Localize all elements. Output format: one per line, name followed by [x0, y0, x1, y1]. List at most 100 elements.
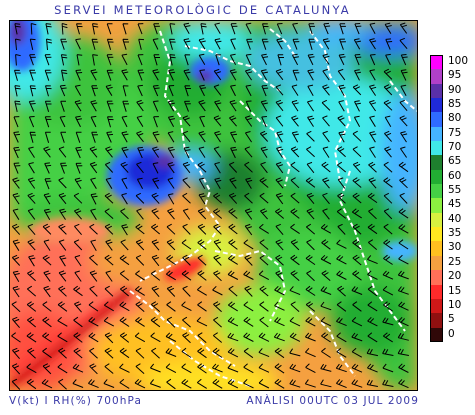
wind-barb [166, 316, 176, 328]
wind-barb [322, 208, 330, 220]
wind-barb [104, 208, 114, 219]
wind-barb [320, 316, 332, 327]
wind-barb [227, 379, 239, 389]
wind-barb [383, 223, 393, 235]
wind-barb [276, 131, 284, 143]
wind-barb [165, 348, 177, 357]
wind-barb [367, 301, 378, 312]
legend-item: 100 [430, 55, 474, 70]
wind-barb [12, 286, 20, 298]
wind-barb [197, 161, 207, 173]
wind-barb [28, 100, 36, 112]
wind-barb [89, 270, 98, 282]
wind-barb [197, 301, 207, 312]
wind-barb [351, 286, 363, 295]
wind-barb [59, 115, 66, 128]
wind-barb [367, 223, 378, 235]
legend-value: 80 [448, 112, 462, 125]
wind-barb [339, 38, 346, 50]
wind-barb [245, 100, 252, 112]
wind-barb [106, 69, 114, 81]
legend-item: 75 [430, 126, 474, 142]
wind-barb [261, 38, 269, 50]
wind-barb [277, 54, 285, 66]
wind-barb [105, 270, 113, 282]
wind-barb [384, 146, 392, 158]
wind-barb [90, 115, 97, 128]
wind-barb [135, 363, 145, 374]
wind-barb [245, 22, 252, 35]
wind-barb [399, 37, 408, 50]
wind-barb [119, 301, 130, 312]
wind-barb [166, 301, 176, 312]
wind-barb [368, 177, 377, 189]
wind-barb [338, 84, 346, 97]
wind-barb [321, 239, 331, 250]
wind-barb [306, 146, 315, 158]
wind-barb [305, 332, 316, 342]
wind-barb [119, 332, 130, 343]
wind-barb [90, 193, 98, 205]
wind-barb [44, 100, 52, 112]
wind-barb [369, 54, 376, 66]
wind-barb [336, 208, 347, 219]
wind-barb [227, 254, 238, 265]
wind-barb [44, 69, 52, 81]
wind-barb [104, 223, 114, 235]
wind-barb [74, 223, 82, 236]
wind-barb [197, 363, 207, 374]
wind-barb [59, 255, 67, 267]
legend-value: 70 [448, 141, 462, 154]
wind-barb [274, 317, 285, 327]
wind-barb [181, 347, 192, 358]
wind-barb [352, 301, 362, 312]
wind-barb [74, 255, 82, 267]
wind-barb [292, 69, 300, 81]
legend-value: 75 [448, 126, 462, 139]
wind-barb [28, 146, 35, 158]
wind-barb [212, 208, 223, 219]
wind-barb [258, 332, 270, 342]
wind-barb [150, 316, 161, 328]
wind-barb [152, 131, 160, 143]
legend-item: 70 [430, 141, 474, 156]
humidity-wind-map[interactable] [9, 20, 418, 391]
wind-barb [320, 286, 332, 295]
wind-barb [135, 192, 145, 204]
wind-barb [119, 347, 130, 359]
wind-barb [275, 254, 284, 266]
wind-barb [230, 38, 236, 50]
wind-barb [27, 177, 36, 189]
wind-barb [306, 192, 315, 205]
wind-barb [121, 131, 129, 143]
legend-item: 10 [430, 298, 474, 314]
legend-value: 10 [448, 298, 462, 311]
wind-barb [136, 177, 144, 190]
wind-barb [152, 177, 160, 189]
wind-barb [352, 239, 362, 250]
wind-barb [74, 270, 82, 282]
wind-barb [197, 270, 207, 281]
wind-barb [320, 379, 332, 388]
wind-barb [354, 100, 361, 112]
wind-barb [337, 177, 346, 189]
wind-barb [306, 161, 315, 174]
wind-barb [29, 38, 36, 51]
wind-barb [90, 69, 98, 81]
legend-value: 100 [448, 55, 469, 67]
wind-barb [261, 116, 267, 128]
wind-barb [367, 270, 378, 280]
wind-barb [198, 146, 206, 158]
wind-barb [27, 192, 36, 204]
wind-barb [351, 363, 363, 373]
wind-barb [89, 363, 98, 375]
wind-barb [230, 131, 238, 143]
wind-barb [275, 177, 284, 189]
wind-barb [382, 332, 393, 343]
wind-barb [120, 239, 129, 251]
wind-barb [119, 316, 130, 327]
wind-barb [290, 270, 300, 281]
wind-barb [74, 177, 82, 189]
wind-barb [153, 116, 159, 128]
wind-barb [121, 224, 129, 236]
